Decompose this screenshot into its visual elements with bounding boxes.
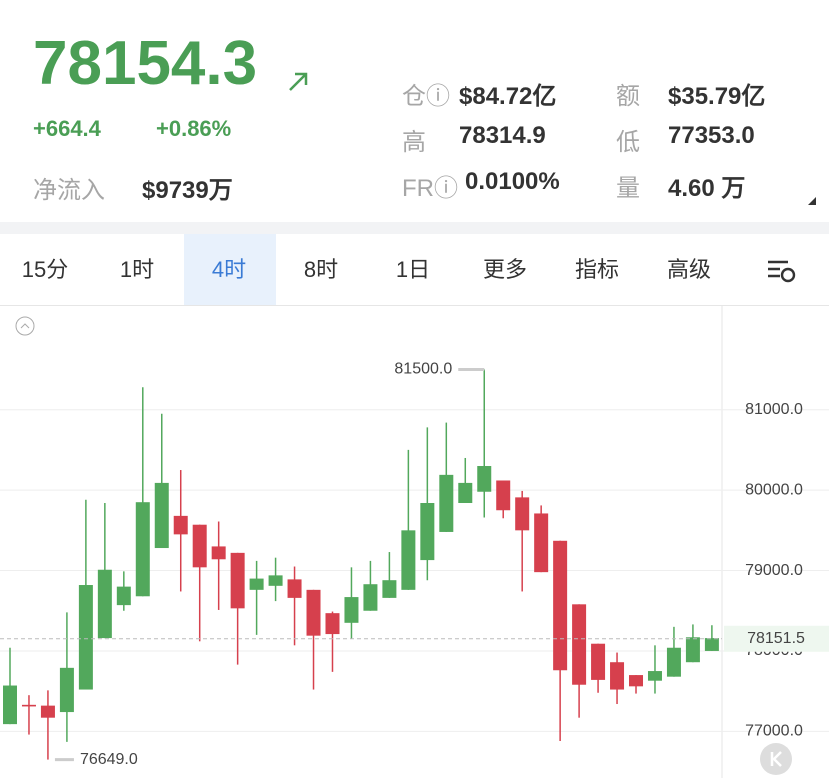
trend-arrow [289,72,308,91]
candle-body [21,704,36,707]
candle-body [268,575,283,586]
candle-body [3,685,17,725]
candle-body [135,502,150,597]
last-price: 78154.3 [33,29,258,98]
candle-body [610,662,625,690]
candle-body [78,585,93,690]
candle-body [666,647,681,677]
candle-body [211,546,226,560]
candle-body [572,604,587,685]
change-pct: +0.86% [156,116,232,141]
stat-label: 量 [616,175,640,202]
scroll-end-icon [770,751,782,767]
candle-body [591,643,606,680]
candle-body [192,524,207,568]
stat-label: FRⓘ [402,175,458,202]
change: +664.4 [33,116,101,141]
extreme-marker-label: 81500.0 [394,361,452,378]
candle-body [344,597,359,623]
candle-body [420,503,435,561]
candle-body [477,466,492,492]
candle-body [382,580,397,598]
tab[interactable]: 高级 [666,257,711,282]
stat-value: 78314.9 [459,122,546,149]
net-inflow-label: 净流入 [33,177,105,204]
candle-body [154,482,169,549]
candle-body [230,552,245,609]
stat-value: 0.0100% [465,168,560,195]
tab[interactable]: 15分 [21,257,69,282]
stat-value: $35.79亿 [668,83,766,110]
last-price-label: 78151.5 [747,630,805,647]
candle-body [325,613,340,635]
candle-body [401,530,416,590]
candle-body [363,584,378,611]
tab[interactable]: 1日 [395,257,431,282]
stat-label: 仓ⓘ [402,83,450,110]
separator [0,222,829,234]
tab[interactable]: 1时 [119,257,155,282]
tab[interactable]: 8时 [303,257,339,282]
y-tick-label: 77000.0 [745,723,803,740]
stat-label: 高 [402,129,426,156]
candle-body [458,482,473,504]
candle-body [534,513,549,573]
expand-corner[interactable] [806,195,818,207]
candle-body [97,569,112,639]
tab[interactable]: 4时 [211,257,247,282]
candle-body [704,638,719,651]
candle-body [173,515,188,535]
scroll-end-button[interactable] [760,743,792,775]
candle-body [306,589,321,636]
candle-body [40,705,55,718]
collapse-icon [20,323,30,329]
stat-label: 额 [616,83,640,110]
stat-value: 4.60 万 [668,175,746,202]
tab[interactable]: 指标 [574,257,619,282]
candle-body [515,497,530,531]
divider [0,305,829,306]
y-tick-label: 81000.0 [745,401,803,418]
y-tick-label: 80000.0 [745,481,803,498]
collapse-icon[interactable] [15,316,35,336]
stat-label: 低 [616,129,640,156]
candle-body [116,586,131,606]
net-inflow: $9739万 [142,177,233,204]
candle-body [629,675,644,687]
candle-body [249,578,264,590]
candle-body [287,579,302,598]
candle-body [439,474,454,532]
tab[interactable]: 更多 [482,257,527,282]
candle-body [647,671,662,681]
stat-value: 77353.0 [668,122,755,149]
y-tick-label: 79000.0 [745,562,803,579]
last-price-tag [724,625,829,652]
active-tab-bg [184,234,276,306]
candle-body [59,667,74,713]
stat-value: $84.72亿 [459,83,557,110]
candle-body [496,480,511,511]
candle-body [553,540,568,671]
candle-body [685,637,700,663]
settings-icon[interactable] [766,258,798,284]
extreme-marker-label: 76649.0 [80,751,138,768]
